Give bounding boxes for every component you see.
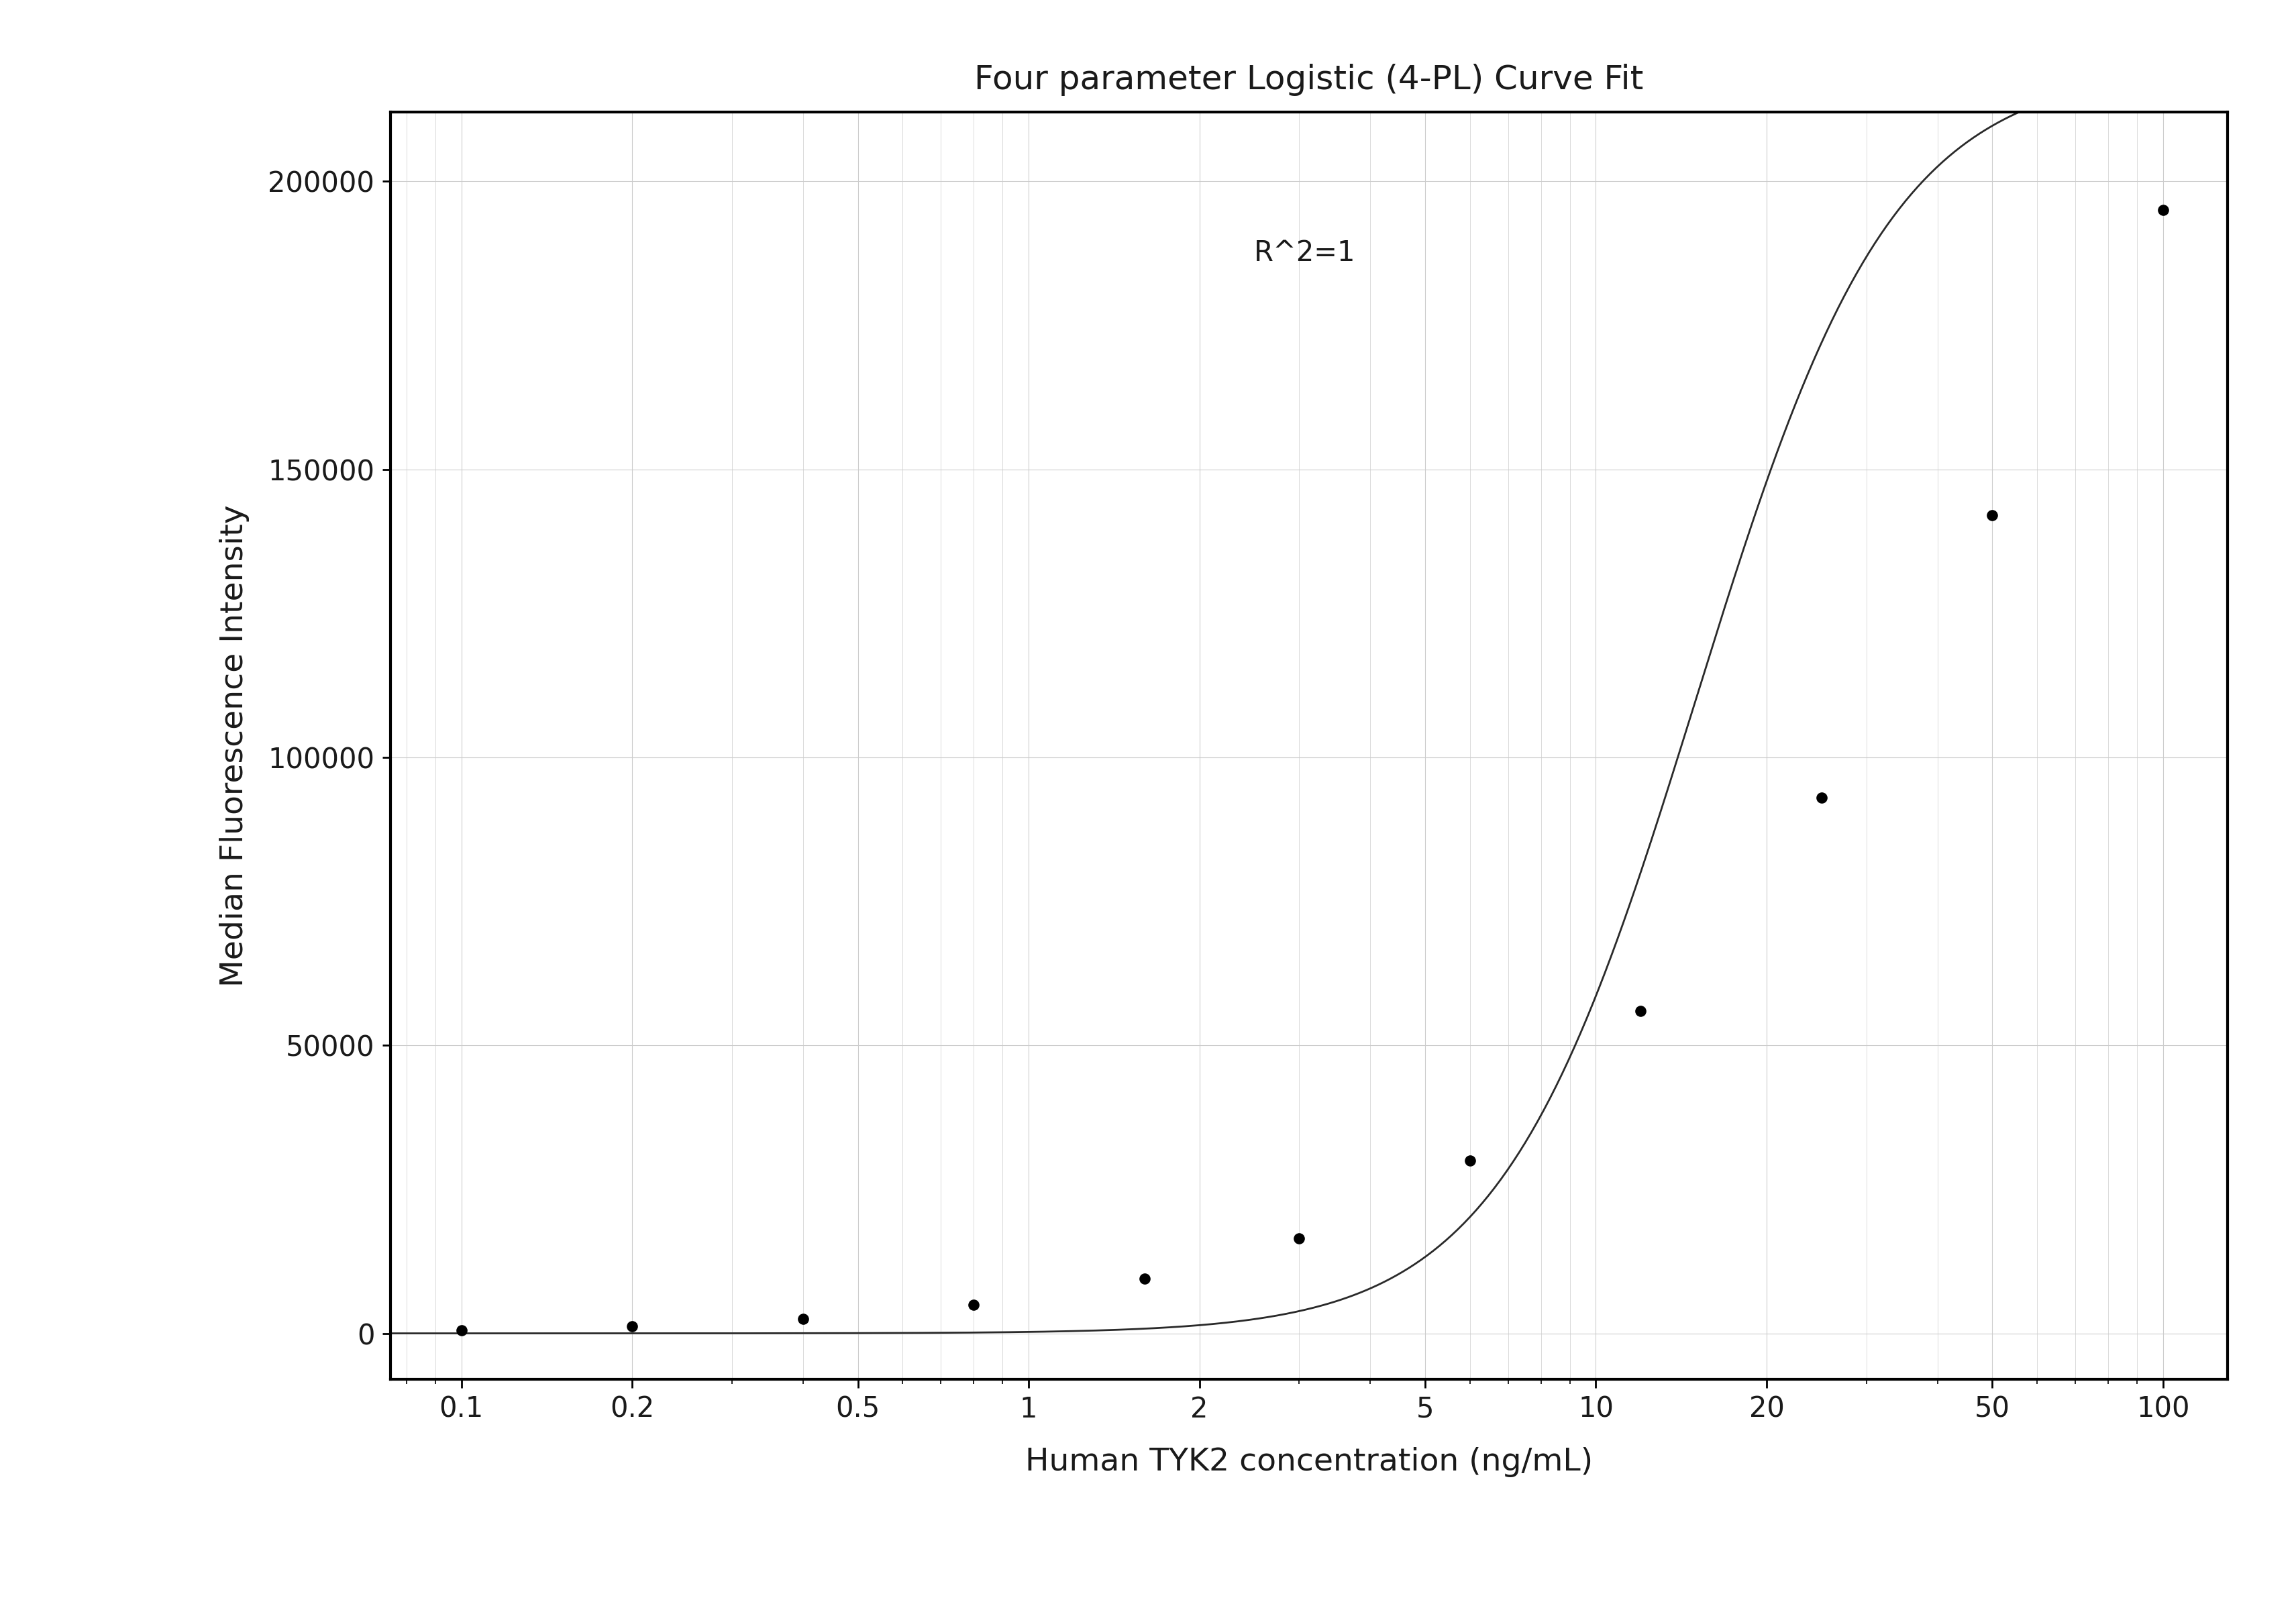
Point: [1621, 998, 1658, 1023]
Point: [785, 1306, 822, 1331]
Point: [1451, 1148, 1488, 1174]
Point: [955, 1291, 992, 1317]
Title: Four parameter Logistic (4-PL) Curve Fit: Four parameter Logistic (4-PL) Curve Fit: [974, 64, 1644, 96]
Point: [443, 1317, 480, 1343]
Y-axis label: Median Fluorescence Intensity: Median Fluorescence Intensity: [218, 505, 250, 986]
Point: [1281, 1225, 1318, 1251]
Point: [1802, 784, 1839, 810]
X-axis label: Human TYK2 concentration (ng/mL): Human TYK2 concentration (ng/mL): [1024, 1447, 1593, 1477]
Point: [2144, 197, 2181, 223]
Point: [1975, 502, 2011, 528]
Point: [613, 1314, 650, 1339]
Text: R^2=1: R^2=1: [1254, 239, 1355, 268]
Point: [1125, 1266, 1162, 1291]
